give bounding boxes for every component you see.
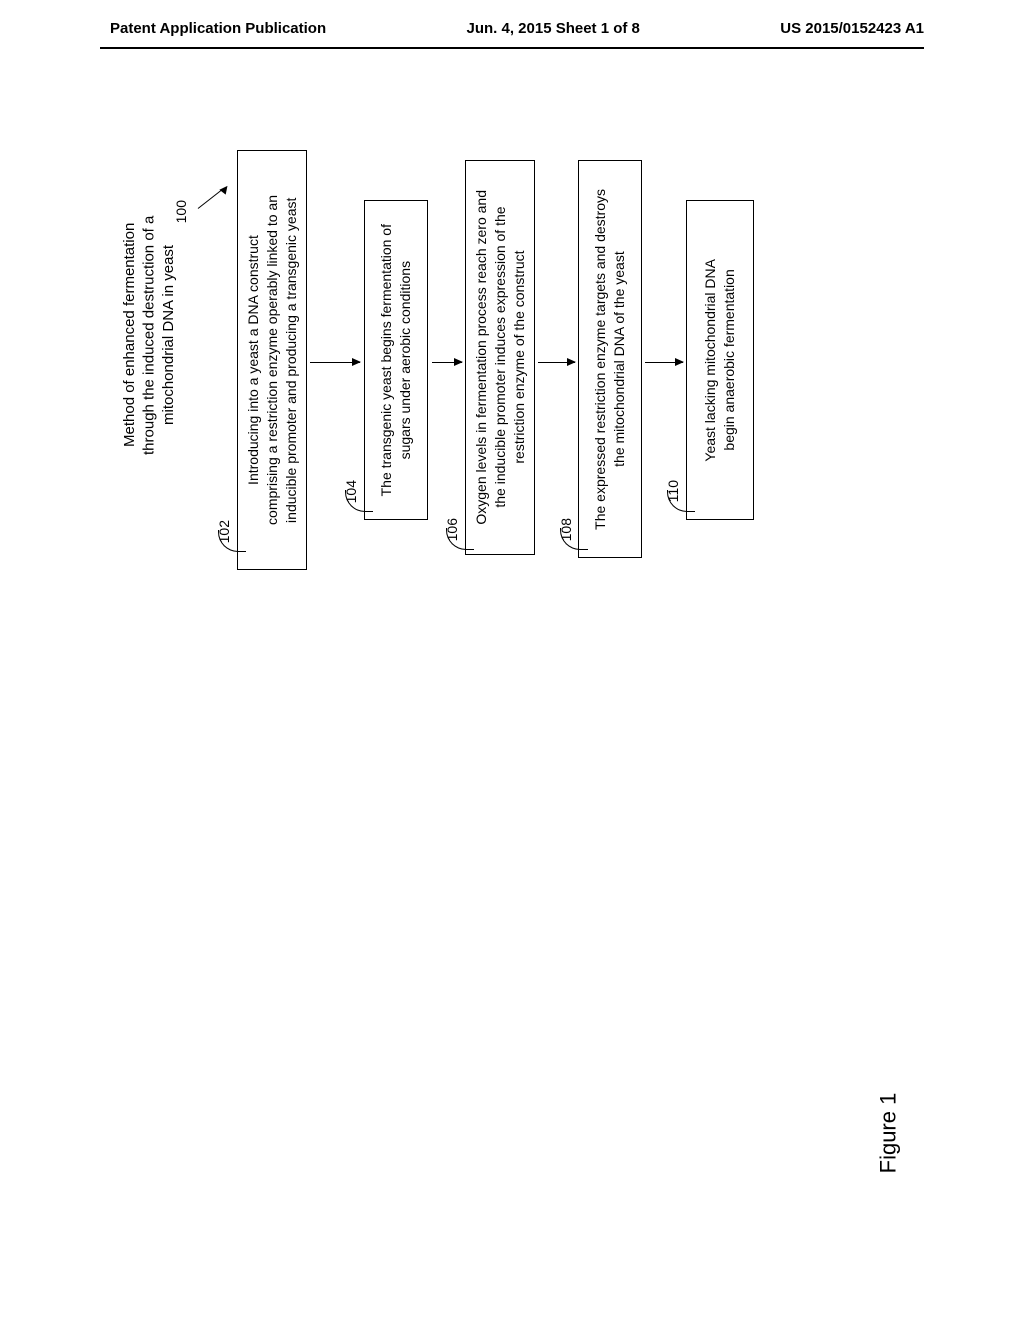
connector-curve-5 [667,490,695,512]
figure-label: Figure 1 [876,1093,902,1174]
flow-box-4: The expressed restriction enzyme targets… [578,160,642,558]
connector-curve-4 [560,528,588,550]
flow-arrow-3-icon [538,362,575,363]
header-right: US 2015/0152423 A1 [780,20,924,37]
flow-box-2: The transgenic yeast begins fermentation… [364,200,428,520]
flow-box-1: Introducing into a yeast a DNA construct… [237,150,307,570]
page-header: Patent Application Publication Jun. 4, 2… [0,0,1024,47]
flowchart-title: Method of enhanced fermentationthrough t… [120,170,179,500]
figure-container: Figure 1 Method of enhanced fermentation… [0,140,1024,1240]
flow-box-3-text: Oxygen levels in fermentation process re… [468,182,533,533]
title-arrow-head-icon [219,183,230,194]
flow-box-2-text: The transgenic yeast begins fermentation… [373,216,419,504]
title-number: 100 [173,200,189,223]
flow-box-5-text: Yeast lacking mitochondrial DNAbegin ana… [697,251,743,470]
flow-box-4-text: The expressed restriction enzyme targets… [587,181,633,538]
header-divider [100,47,924,49]
flow-box-5: Yeast lacking mitochondrial DNAbegin ana… [686,200,754,520]
header-center: Jun. 4, 2015 Sheet 1 of 8 [466,20,639,37]
flow-box-1-text: Introducing into a yeast a DNA construct… [240,187,305,533]
header-left: Patent Application Publication [110,20,326,37]
flow-arrow-4-icon [645,362,683,363]
connector-curve-3 [446,528,474,550]
flow-arrow-2-icon [432,362,462,363]
title-arrow-line [198,190,222,209]
connector-curve-2 [345,490,373,512]
flow-box-3: Oxygen levels in fermentation process re… [465,160,535,555]
flow-arrow-1-icon [310,362,360,363]
connector-curve-1 [218,530,246,552]
